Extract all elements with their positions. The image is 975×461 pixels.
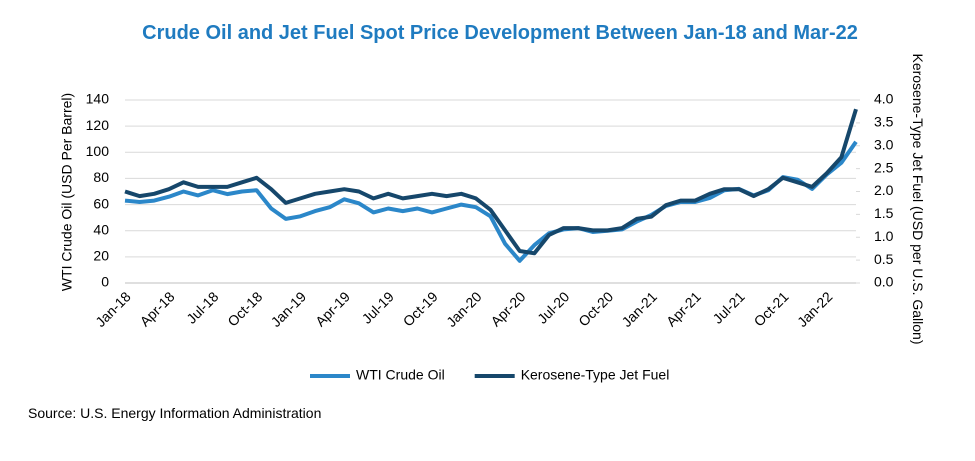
x-tick-label: Jan-20 xyxy=(443,288,485,330)
x-tick-label: Oct-19 xyxy=(400,288,441,329)
y-axis-title: WTI Crude Oil (USD Per Barrel) xyxy=(59,93,75,291)
x-tick-label: Oct-18 xyxy=(224,288,265,329)
x-tick-label: Jul-18 xyxy=(183,288,221,326)
x-tick-label: Jul-20 xyxy=(534,288,572,326)
y2-tick-label: 1.5 xyxy=(874,205,894,221)
chart: WTI Crude Oil (USD Per Barrel) 0 20 40 60 80… xyxy=(59,91,894,383)
y-tick-label: 140 xyxy=(86,91,110,107)
x-tick-label: Oct-20 xyxy=(575,288,616,329)
x-tick-label: Apr-18 xyxy=(137,288,178,329)
y2-tick-label: 3.5 xyxy=(874,114,894,130)
x-tick-label: Jan-22 xyxy=(794,288,836,330)
legend-label: Kerosene-Type Jet Fuel xyxy=(521,367,670,383)
x-tick-label: Jul-21 xyxy=(709,288,747,326)
series-line xyxy=(124,108,858,256)
y2-tick-label: 1.0 xyxy=(874,228,894,244)
y2-tick-label: 2.0 xyxy=(874,182,894,198)
y-tick-label: 100 xyxy=(86,143,110,159)
y2-tick-label: 0.5 xyxy=(874,251,894,267)
chart-title: Crude Oil and Jet Fuel Spot Price Develo… xyxy=(142,22,858,44)
x-tick-label: Jan-18 xyxy=(92,288,134,330)
y-tick-label: 0 xyxy=(101,274,109,290)
source-note: Source: U.S. Energy Information Administ… xyxy=(28,405,322,421)
y-tick-label: 20 xyxy=(93,248,109,264)
y2-tick-label: 4.0 xyxy=(874,91,894,107)
y-tick-label: 40 xyxy=(93,221,109,237)
y-tick-label: 60 xyxy=(93,195,109,211)
x-tick-label: Apr-21 xyxy=(663,288,704,329)
y2-tick-label: 3.0 xyxy=(874,136,894,152)
y2-tick-label: 2.5 xyxy=(874,159,894,175)
y-tick-label: 80 xyxy=(93,169,109,185)
x-tick-label: Oct-21 xyxy=(751,288,792,329)
x-tick-label: Jan-21 xyxy=(618,288,660,330)
x-tick-label: Apr-20 xyxy=(487,288,528,329)
legend-label: WTI Crude Oil xyxy=(356,367,445,383)
x-tick-label: Jul-19 xyxy=(359,288,397,326)
y-tick-label: 120 xyxy=(86,117,110,133)
y2-tick-label: 0.0 xyxy=(874,274,894,290)
x-tick-label: Apr-19 xyxy=(312,288,353,329)
x-tick-label: Jan-19 xyxy=(268,288,310,330)
series-line xyxy=(124,140,858,263)
